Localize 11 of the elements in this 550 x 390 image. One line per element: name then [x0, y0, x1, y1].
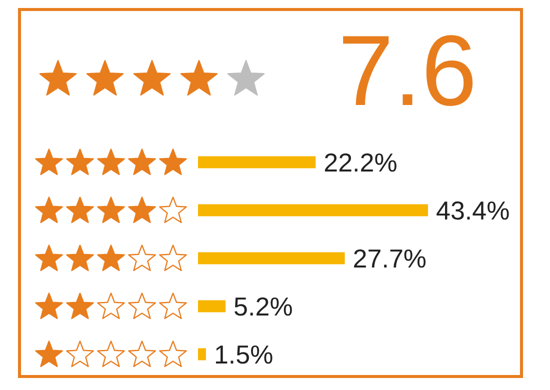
data-label: 43.4% — [436, 195, 510, 226]
bar — [198, 348, 206, 360]
bar — [198, 252, 345, 264]
data-label: 1.5% — [214, 339, 274, 370]
data-label: 22.2% — [324, 147, 398, 178]
data-label: 5.2% — [234, 291, 293, 322]
bar — [198, 156, 316, 168]
data-label: 27.7% — [352, 243, 427, 274]
bar — [198, 204, 428, 216]
chart-title: 7.6 — [338, 15, 478, 127]
bar — [198, 300, 226, 312]
